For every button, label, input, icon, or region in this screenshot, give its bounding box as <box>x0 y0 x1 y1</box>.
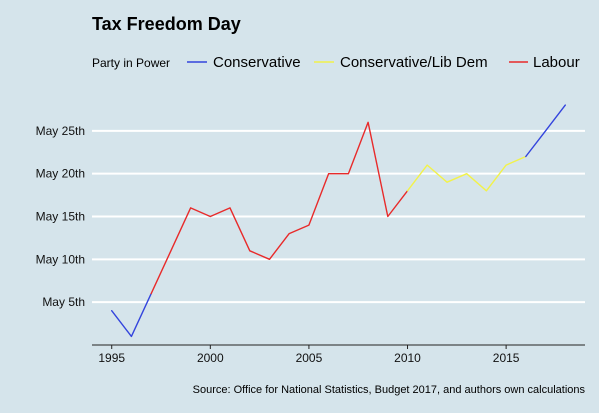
gridlines <box>92 129 585 304</box>
legend-label-labour: Labour <box>533 54 580 71</box>
series-line-conservative <box>525 104 566 158</box>
legend-label-conservative-lib-dem: Conservative/Lib Dem <box>340 54 488 71</box>
series-lines <box>110 104 566 338</box>
legend: Party in Power Conservative Conservative… <box>92 54 580 71</box>
x-tick-label: 2010 <box>394 351 421 365</box>
x-tick-label: 2000 <box>197 351 224 365</box>
legend-label-conservative: Conservative <box>213 54 301 71</box>
source-caption: Source: Office for National Statistics, … <box>193 384 586 396</box>
x-tick-label: 1995 <box>98 351 125 365</box>
series-line-conservative <box>110 292 152 338</box>
y-tick-label: May 15th <box>36 210 85 224</box>
y-tick-label: May 5th <box>42 295 85 309</box>
y-tick-label: May 25th <box>36 124 85 138</box>
chart-title: Tax Freedom Day <box>92 14 241 34</box>
x-tick-label: 2015 <box>493 351 520 365</box>
legend-title: Party in Power <box>92 56 170 70</box>
y-tick-label: May 10th <box>36 252 85 266</box>
series-line-labour <box>150 121 409 295</box>
y-axis-ticks: May 5th May 10th May 15th May 20th May 25th <box>36 124 85 309</box>
y-tick-label: May 20th <box>36 167 85 181</box>
series-line-conservative-lib-dem <box>406 155 527 192</box>
x-axis-ticks: 1995 2000 2005 2010 2015 <box>98 345 520 365</box>
x-tick-label: 2005 <box>296 351 323 365</box>
